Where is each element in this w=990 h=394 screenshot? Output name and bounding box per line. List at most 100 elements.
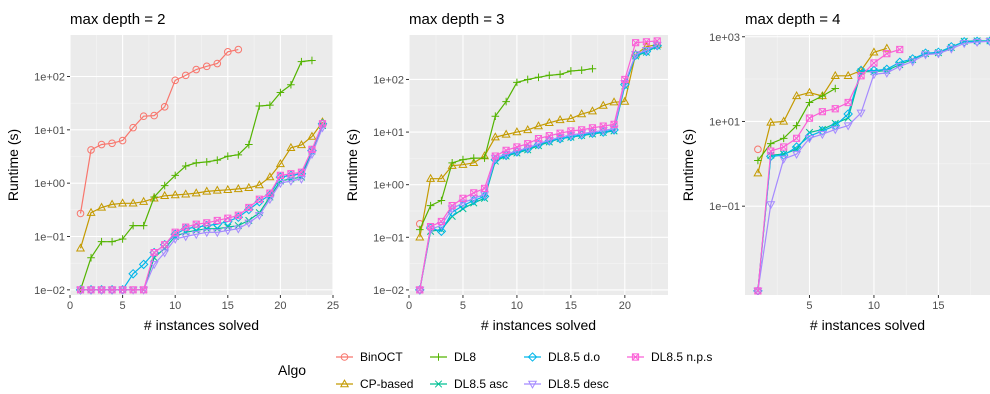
data-point-cp-based [641, 41, 651, 50]
y-tick-label: 1e+02 [34, 72, 65, 84]
data-point-binoct [97, 140, 106, 149]
gridlines [745, 35, 990, 295]
y-tick-label: 1e−01 [709, 201, 740, 213]
data-point-cp-based [882, 43, 892, 52]
data-point-dl8 [108, 237, 116, 246]
y-tick-label: 1e+01 [34, 125, 65, 137]
legend-key-marker [527, 352, 538, 362]
x-tick-label: 15 [565, 300, 577, 312]
data-point-dl8 [266, 101, 274, 109]
data-point-cp-based [286, 142, 296, 152]
data-point-dl8-5-desc [254, 212, 264, 221]
data-point-cp-based [523, 124, 533, 134]
panel-title: max depth = 3 [409, 11, 504, 28]
data-point-cp-based [233, 183, 243, 193]
data-point-dl8 [415, 225, 424, 234]
legend-item-binoct: BinOCT [336, 350, 403, 364]
series-dl8-5-n-p-s [416, 37, 661, 294]
data-point-dl8 [588, 64, 597, 73]
series-cp-based [75, 117, 328, 252]
data-point-dl8-5-desc [920, 51, 931, 60]
data-point-dl8 [766, 139, 775, 148]
data-point-dl8 [754, 156, 762, 165]
data-point-cp-based [436, 173, 446, 182]
data-point-cp-based [118, 198, 128, 207]
data-point-dl8 [139, 221, 148, 230]
data-point-cp-based [779, 116, 789, 125]
data-point-dl8-5-n-p-s [502, 146, 510, 154]
data-point-dl8-5-n-p-s [818, 108, 826, 116]
data-point-dl8-5-desc [882, 69, 892, 78]
data-point-dl8-5-n-p-s [234, 211, 242, 219]
data-point-dl8-5-desc [804, 135, 815, 144]
legend: Algo BinOCT CP-based DL8 DL8.5 asc DL8.5 d.o… [278, 350, 712, 391]
gridlines [69, 35, 334, 295]
data-point-dl8-5-n-p-s [534, 135, 543, 143]
legend-label: DL8.5 n.p.s [651, 350, 712, 364]
data-point-cp-based [223, 184, 233, 194]
data-point-dl8 [287, 80, 295, 89]
data-point-cp-based [544, 117, 554, 127]
data-point-dl8-5-desc [959, 40, 969, 49]
plot-background [745, 35, 990, 295]
data-point-dl8 [469, 154, 478, 162]
data-point-dl8-5-desc [244, 219, 254, 228]
data-point-dl8-5-n-p-s [491, 152, 499, 160]
data-point-dl8-5-n-p-s [171, 228, 179, 236]
data-point-cp-based [426, 173, 436, 182]
data-point-dl8-5-n-p-s [621, 75, 629, 84]
x-tick-label: 0 [67, 300, 73, 312]
data-point-dl8-5-desc [641, 46, 651, 56]
data-point-dl8 [480, 154, 489, 162]
data-point-dl8-5-desc [181, 233, 191, 242]
data-point-dl8 [459, 155, 467, 164]
y-axis-title: Runtime (s) [5, 129, 21, 201]
data-point-dl8-5-desc [544, 137, 554, 146]
data-point-binoct [76, 209, 85, 218]
data-point-dl8-5-n-p-s [192, 220, 200, 228]
data-point-dl8-5-desc [223, 227, 233, 236]
series-layer [753, 36, 990, 295]
x-tick-label: 10 [868, 300, 880, 312]
data-point-dl8-5-desc [523, 144, 533, 153]
data-point-dl8 [245, 140, 253, 149]
data-point-dl8 [129, 221, 137, 230]
data-point-binoct [234, 45, 243, 54]
data-point-binoct [108, 139, 116, 148]
data-point-dl8-5-n-p-s [76, 286, 85, 294]
data-point-dl8-5-desc [458, 199, 468, 208]
legend-key-marker [340, 353, 349, 361]
data-point-dl8-5-d-o [804, 131, 815, 141]
legend-keys: BinOCT CP-based DL8 DL8.5 asc DL8.5 d.o DL8.5… [336, 350, 712, 391]
x-tick-label: 25 [327, 300, 339, 312]
data-point-dl8-5-n-p-s [513, 143, 521, 151]
data-point-dl8-5-n-p-s [844, 98, 852, 107]
data-point-dl8-5-n-p-s [642, 38, 651, 46]
data-point-dl8-5-n-p-s [416, 286, 424, 294]
data-point-dl8 [160, 181, 169, 190]
data-point-dl8-5-n-p-s [578, 126, 586, 134]
data-point-dl8 [97, 237, 106, 246]
legend-item-dl8-5-asc: DL8.5 asc [430, 377, 508, 391]
data-point-cp-based [254, 180, 264, 189]
data-point-dl8 [426, 201, 435, 210]
data-point-dl8-5-n-p-s [448, 202, 456, 210]
data-point-cp-based [149, 193, 159, 202]
data-point-dl8-5-n-p-s [588, 124, 597, 132]
data-point-dl8-5-desc [202, 229, 212, 238]
data-point-cp-based [128, 198, 138, 207]
series-dl8-5-desc [753, 38, 990, 295]
data-point-dl8-5-n-p-s [857, 72, 865, 80]
data-point-cp-based [458, 159, 468, 168]
data-point-binoct [202, 62, 211, 71]
series-line-dl8-5-desc [419, 44, 658, 291]
data-point-dl8-5-d-o [907, 54, 918, 64]
data-point-dl8 [818, 92, 827, 100]
y-tick-label: 1e+00 [34, 178, 65, 190]
data-point-binoct [192, 65, 201, 74]
data-point-binoct [754, 145, 762, 154]
data-point-cp-based [490, 132, 500, 141]
data-point-dl8-5-n-p-s [805, 114, 814, 122]
data-point-dl8-5-desc [212, 229, 222, 238]
